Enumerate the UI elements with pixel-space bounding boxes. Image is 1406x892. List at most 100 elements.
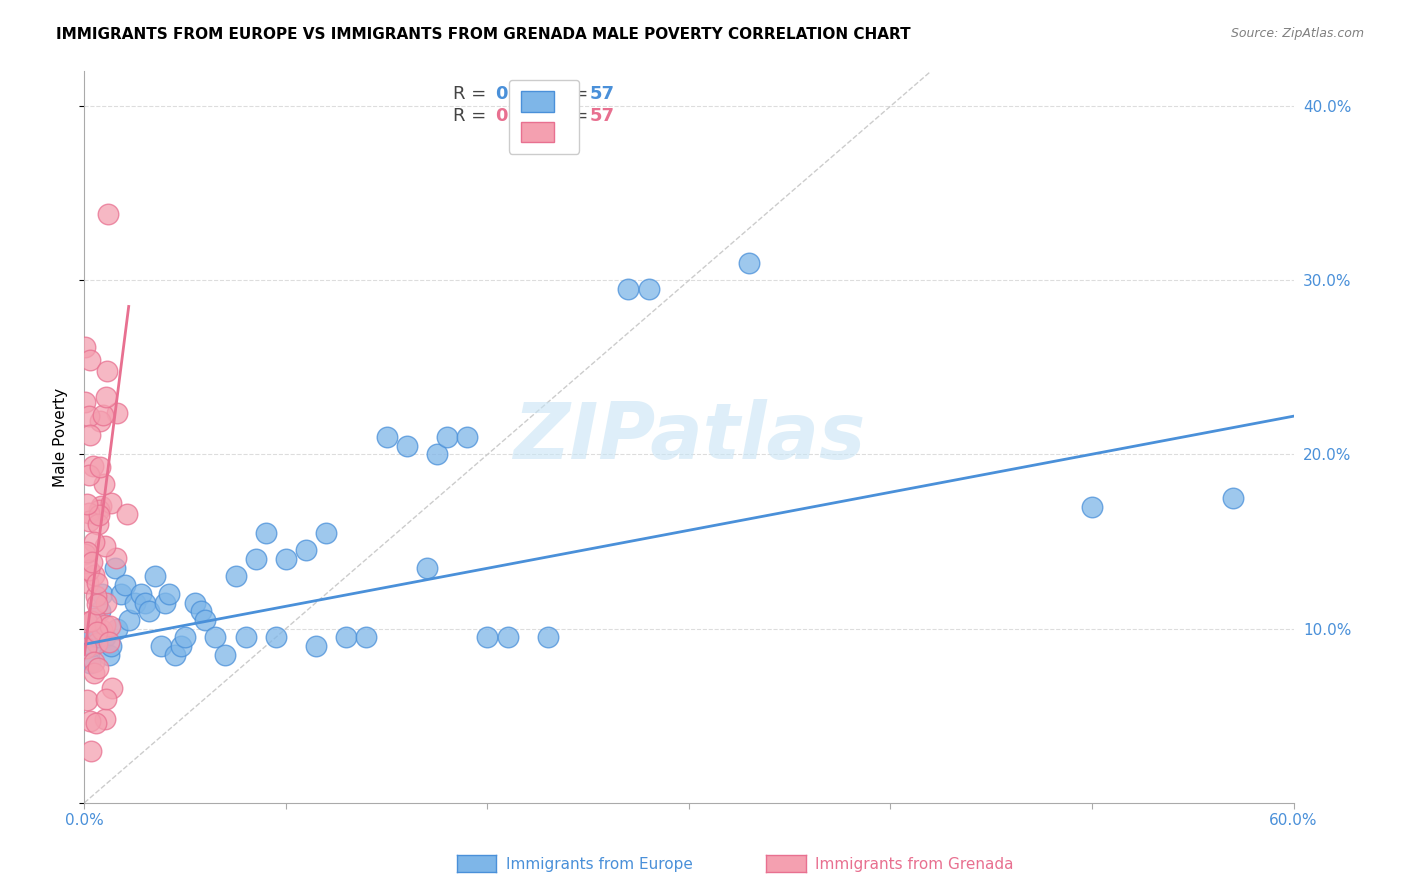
- Text: 0.261: 0.261: [495, 107, 553, 125]
- Point: [184, 595, 207, 609]
- Point: [90, 499, 112, 513]
- Point: [77, 576, 100, 591]
- Point: [89, 414, 111, 428]
- Point: [335, 631, 357, 645]
- Point: [153, 595, 176, 609]
- Point: [194, 613, 217, 627]
- Point: [101, 681, 124, 695]
- Point: [225, 569, 247, 583]
- Text: N =: N =: [554, 107, 588, 125]
- Point: [110, 587, 132, 601]
- Point: [97, 648, 120, 662]
- Point: [94, 692, 117, 706]
- Point: [77, 514, 100, 528]
- Point: [76, 545, 98, 559]
- Point: [86, 598, 108, 612]
- Legend: , : ,: [509, 79, 579, 153]
- Point: [82, 639, 104, 653]
- Point: [80, 614, 103, 628]
- Point: [157, 587, 180, 601]
- Point: [295, 543, 318, 558]
- Point: [204, 631, 226, 645]
- Point: [91, 408, 114, 422]
- Point: [214, 648, 236, 662]
- Point: [149, 639, 172, 653]
- Point: [80, 555, 103, 569]
- Text: R =: R =: [453, 85, 486, 103]
- Point: [94, 390, 117, 404]
- Point: [1222, 491, 1244, 505]
- Point: [274, 552, 297, 566]
- Point: [86, 624, 108, 639]
- Point: [174, 631, 197, 645]
- Point: [98, 618, 121, 632]
- Point: [190, 604, 212, 618]
- Point: [83, 568, 105, 582]
- Point: [87, 516, 110, 531]
- Point: [115, 507, 138, 521]
- Point: [79, 657, 101, 671]
- Point: [77, 506, 100, 520]
- Point: [77, 468, 100, 483]
- Point: [105, 622, 128, 636]
- Text: Source: ZipAtlas.com: Source: ZipAtlas.com: [1230, 27, 1364, 40]
- Point: [245, 552, 267, 566]
- Point: [315, 525, 337, 540]
- Point: [86, 622, 108, 636]
- Point: [94, 596, 117, 610]
- Point: [104, 560, 127, 574]
- Point: [83, 655, 105, 669]
- Point: [637, 282, 659, 296]
- Point: [86, 635, 108, 649]
- Text: Immigrants from Europe: Immigrants from Europe: [506, 857, 693, 871]
- Point: [91, 624, 114, 638]
- Point: [375, 430, 398, 444]
- Point: [129, 587, 152, 601]
- Point: [94, 539, 117, 553]
- Point: [105, 407, 128, 421]
- Point: [356, 631, 378, 645]
- Point: [395, 439, 418, 453]
- Point: [75, 340, 97, 354]
- Point: [617, 282, 640, 296]
- Point: [143, 569, 166, 583]
- Point: [77, 563, 100, 577]
- Text: ZIPatlas: ZIPatlas: [513, 399, 865, 475]
- Point: [254, 525, 277, 540]
- Point: [264, 631, 287, 645]
- Point: [1081, 500, 1104, 514]
- Point: [96, 364, 118, 378]
- Point: [537, 631, 560, 645]
- Point: [305, 639, 328, 653]
- Point: [77, 631, 100, 645]
- Point: [416, 560, 439, 574]
- Point: [170, 639, 193, 653]
- Text: R =: R =: [453, 107, 486, 125]
- Y-axis label: Male Poverty: Male Poverty: [52, 387, 67, 487]
- Point: [83, 611, 105, 625]
- Point: [100, 639, 122, 653]
- Text: N =: N =: [554, 85, 588, 103]
- Point: [93, 477, 115, 491]
- Point: [87, 661, 110, 675]
- Point: [76, 497, 98, 511]
- Point: [235, 631, 257, 645]
- Point: [79, 428, 101, 442]
- Point: [82, 458, 104, 473]
- Point: [496, 631, 519, 645]
- Point: [436, 430, 458, 444]
- Point: [84, 589, 107, 603]
- Text: IMMIGRANTS FROM EUROPE VS IMMIGRANTS FROM GRENADA MALE POVERTY CORRELATION CHART: IMMIGRANTS FROM EUROPE VS IMMIGRANTS FRO…: [56, 27, 911, 42]
- Point: [94, 712, 117, 726]
- Point: [97, 207, 120, 221]
- Point: [738, 256, 761, 270]
- Point: [134, 595, 156, 609]
- Point: [76, 693, 98, 707]
- Point: [87, 631, 110, 645]
- Point: [89, 508, 111, 523]
- Point: [76, 615, 98, 630]
- Point: [84, 716, 107, 731]
- Point: [86, 575, 108, 590]
- Point: [118, 613, 141, 627]
- Point: [91, 587, 114, 601]
